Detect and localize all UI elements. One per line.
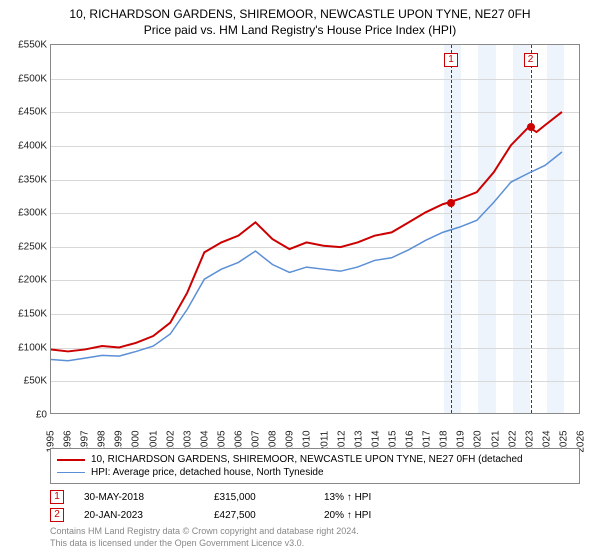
marker-table-row: 1 30-MAY-2018 £315,000 13% ↑ HPI [50,488,580,506]
marker-number-box: 1 [50,490,64,504]
y-axis-label: £50K [1,376,47,387]
marker-delta: 20% ↑ HPI [324,510,424,521]
y-axis-label: £450K [1,107,47,118]
y-axis-label: £250K [1,241,47,252]
y-axis-label: £0 [1,410,47,421]
marker-date: 20-JAN-2023 [84,510,194,521]
legend-swatch [57,459,85,461]
chart-lines-svg [51,45,579,413]
chart-plot-area: £0£50K£100K£150K£200K£250K£300K£350K£400… [50,44,580,414]
series-line [51,112,562,351]
legend-label: 10, RICHARDSON GARDENS, SHIREMOOR, NEWCA… [91,453,523,466]
marker-dot [447,199,455,207]
y-axis-label: £200K [1,275,47,286]
marker-number-box: 1 [444,53,458,67]
footer-line: Contains HM Land Registry data © Crown c… [50,526,580,538]
title-line-1: 10, RICHARDSON GARDENS, SHIREMOOR, NEWCA… [0,6,600,22]
marker-number-box: 2 [524,53,538,67]
y-axis-label: £100K [1,342,47,353]
title-block: 10, RICHARDSON GARDENS, SHIREMOOR, NEWCA… [0,0,600,38]
y-axis-label: £150K [1,309,47,320]
legend: 10, RICHARDSON GARDENS, SHIREMOOR, NEWCA… [50,448,580,484]
marker-delta: 13% ↑ HPI [324,492,424,503]
marker-dot [527,123,535,131]
y-axis-label: £350K [1,174,47,185]
legend-row: 10, RICHARDSON GARDENS, SHIREMOOR, NEWCA… [57,453,573,466]
marker-number-box: 2 [50,508,64,522]
root: 10, RICHARDSON GARDENS, SHIREMOOR, NEWCA… [0,0,600,560]
title-line-2: Price paid vs. HM Land Registry's House … [0,22,600,38]
y-axis-label: £500K [1,73,47,84]
footer-line: This data is licensed under the Open Gov… [50,538,580,550]
legend-swatch [57,472,85,473]
y-axis-label: £550K [1,40,47,51]
legend-label: HPI: Average price, detached house, Nort… [91,466,324,479]
marker-table-row: 2 20-JAN-2023 £427,500 20% ↑ HPI [50,506,580,524]
marker-price: £315,000 [214,492,304,503]
y-axis-label: £300K [1,208,47,219]
y-axis-label: £400K [1,140,47,151]
legend-row: HPI: Average price, detached house, Nort… [57,466,573,479]
marker-table: 1 30-MAY-2018 £315,000 13% ↑ HPI 2 20-JA… [50,488,580,524]
marker-price: £427,500 [214,510,304,521]
marker-date: 30-MAY-2018 [84,492,194,503]
footer: Contains HM Land Registry data © Crown c… [50,526,580,549]
